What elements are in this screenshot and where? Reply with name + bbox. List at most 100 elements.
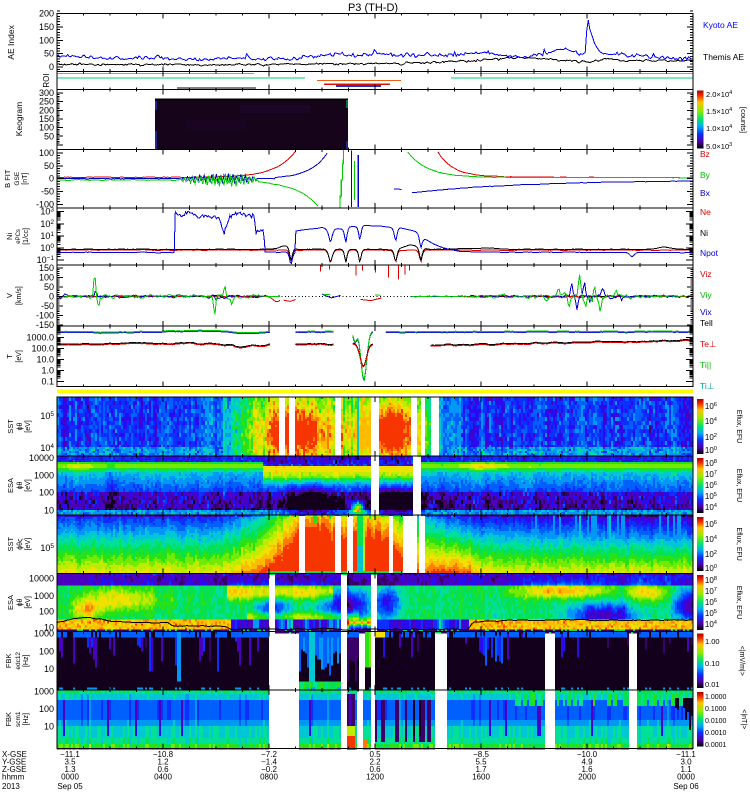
svg-text:1.7: 1.7 — [475, 765, 487, 774]
svg-text:Viz: Viz — [700, 269, 712, 279]
svg-text:1.0: 1.0 — [41, 366, 54, 376]
svg-text:106: 106 — [705, 520, 717, 529]
svg-text:10: 10 — [44, 664, 54, 674]
svg-text:Keogram: Keogram — [14, 102, 24, 137]
svg-text:10−1: 10−1 — [37, 255, 55, 265]
svg-text:1.1: 1.1 — [680, 765, 692, 774]
svg-text:−8.5: −8.5 — [473, 750, 489, 759]
svg-text:-50: -50 — [41, 187, 54, 197]
svg-text:100: 100 — [39, 647, 54, 657]
svg-text:1200: 1200 — [366, 773, 384, 782]
svg-text:105: 105 — [40, 411, 54, 421]
svg-text:X-GSE: X-GSE — [2, 750, 27, 759]
svg-text:102: 102 — [705, 433, 717, 442]
svg-text:−11.1: −11.1 — [60, 750, 80, 759]
svg-text:−1.4: −1.4 — [261, 758, 277, 767]
svg-text:Npot: Npot — [700, 248, 719, 258]
svg-text:105: 105 — [705, 609, 717, 618]
svg-text:108: 108 — [705, 576, 717, 585]
svg-text:1.0000: 1.0000 — [705, 694, 727, 701]
svg-text:100: 100 — [705, 446, 717, 455]
svg-text:104: 104 — [40, 443, 54, 453]
svg-text:103: 103 — [40, 207, 54, 217]
svg-text:Bz: Bz — [700, 149, 710, 159]
svg-text:<|nT|>: <|nT|> — [740, 709, 747, 729]
svg-text:100: 100 — [39, 488, 54, 498]
svg-text:100: 100 — [39, 607, 54, 617]
svg-text:107: 107 — [705, 587, 717, 596]
svg-text:0.6: 0.6 — [157, 765, 169, 774]
svg-text:ϕθ: ϕθ — [17, 422, 24, 430]
svg-text:FBK: FBK — [4, 654, 13, 669]
svg-text:-150: -150 — [36, 320, 54, 330]
svg-text:1.3: 1.3 — [64, 765, 76, 774]
svg-text:-100: -100 — [36, 311, 54, 321]
svg-text:50: 50 — [44, 282, 54, 292]
svg-text:50: 50 — [44, 131, 54, 141]
svg-text:1.00: 1.00 — [705, 637, 720, 646]
svg-text:0.6: 0.6 — [369, 765, 381, 774]
svg-text:V: V — [5, 293, 14, 298]
svg-text:10: 10 — [44, 722, 54, 732]
svg-text:Viy: Viy — [700, 290, 712, 300]
svg-text:0.5: 0.5 — [369, 750, 381, 759]
svg-text:102: 102 — [705, 550, 717, 559]
svg-text:[Hz]: [Hz] — [23, 655, 30, 668]
svg-text:[eV]: [eV] — [25, 420, 32, 433]
svg-text:ESA: ESA — [6, 595, 15, 610]
svg-text:T: T — [5, 354, 14, 359]
svg-text:Sep 06: Sep 06 — [673, 782, 699, 791]
svg-text:Ni: Ni — [5, 233, 14, 240]
svg-text:ϕθ: ϕθ — [17, 598, 24, 606]
svg-text:Ti||: Ti|| — [700, 360, 711, 370]
svg-text:106: 106 — [705, 598, 717, 607]
svg-text:4.9: 4.9 — [581, 758, 593, 767]
svg-text:[eV]: [eV] — [25, 479, 32, 492]
svg-text:150: 150 — [39, 22, 54, 32]
svg-text:300: 300 — [39, 88, 54, 98]
svg-text:[eV]: [eV] — [25, 596, 32, 609]
svg-text:0: 0 — [49, 291, 54, 301]
svg-text:0000: 0000 — [677, 773, 695, 782]
svg-text:104: 104 — [705, 417, 718, 426]
svg-text:10000: 10000 — [29, 574, 54, 584]
svg-text:−11.1: −11.1 — [676, 750, 696, 759]
svg-text:0.01: 0.01 — [705, 680, 720, 689]
svg-text:3.5: 3.5 — [64, 758, 76, 767]
svg-text:150: 150 — [39, 114, 54, 124]
svg-text:0.1: 0.1 — [41, 377, 54, 387]
svg-text:2.0×104: 2.0×104 — [706, 90, 732, 99]
svg-text:P3 (TH-D): P3 (TH-D) — [348, 2, 398, 14]
svg-text:2013: 2013 — [2, 782, 20, 791]
svg-text:200: 200 — [39, 9, 54, 19]
svg-text:10: 10 — [44, 623, 54, 633]
svg-text:Y-GSE: Y-GSE — [2, 758, 26, 767]
svg-text:SST: SST — [6, 536, 15, 551]
svg-text:0.1000: 0.1000 — [705, 706, 727, 713]
svg-text:102: 102 — [40, 219, 54, 229]
svg-text:3.0: 3.0 — [680, 758, 692, 767]
svg-text:Eflux, EFU: Eflux, EFU — [735, 469, 742, 502]
svg-text:Z-GSE: Z-GSE — [2, 765, 26, 774]
svg-text:106: 106 — [705, 402, 717, 411]
svg-text:<|mV/m|>: <|mV/m|> — [738, 646, 745, 676]
svg-text:100: 100 — [39, 123, 54, 133]
svg-text:Eflux, EFU: Eflux, EFU — [735, 410, 742, 443]
svg-text:0000: 0000 — [61, 773, 79, 782]
svg-text:-50: -50 — [41, 301, 54, 311]
svg-text:Eflux, EFU: Eflux, EFU — [735, 527, 742, 560]
svg-text:1.2: 1.2 — [157, 758, 169, 767]
svg-text:−0.2: −0.2 — [261, 765, 277, 774]
svg-text:[nT]: [nT] — [22, 173, 29, 185]
svg-text:scm1: scm1 — [15, 711, 22, 727]
svg-text:Sep 05: Sep 05 — [57, 782, 83, 791]
svg-text:Themis AE: Themis AE — [703, 52, 744, 62]
svg-text:105: 105 — [705, 492, 717, 501]
svg-text:100: 100 — [39, 272, 54, 282]
svg-text:0.0001: 0.0001 — [705, 742, 727, 749]
svg-text:SST: SST — [6, 419, 15, 434]
svg-text:1600: 1600 — [472, 773, 490, 782]
svg-text:ESA: ESA — [6, 478, 15, 493]
svg-text:104: 104 — [705, 503, 718, 512]
svg-text:Kyoto AE: Kyoto AE — [703, 20, 738, 30]
